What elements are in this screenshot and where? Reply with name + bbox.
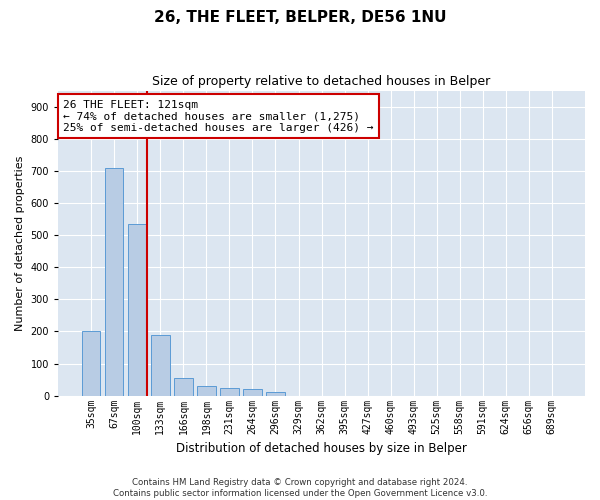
Bar bbox=[174, 378, 193, 396]
Bar bbox=[105, 168, 124, 396]
Y-axis label: Number of detached properties: Number of detached properties bbox=[15, 156, 25, 331]
Bar bbox=[266, 392, 284, 396]
Title: Size of property relative to detached houses in Belper: Size of property relative to detached ho… bbox=[152, 75, 491, 88]
Text: Contains HM Land Registry data © Crown copyright and database right 2024.
Contai: Contains HM Land Registry data © Crown c… bbox=[113, 478, 487, 498]
Text: 26, THE FLEET, BELPER, DE56 1NU: 26, THE FLEET, BELPER, DE56 1NU bbox=[154, 10, 446, 25]
Bar bbox=[151, 334, 170, 396]
Bar bbox=[128, 224, 146, 396]
Text: 26 THE FLEET: 121sqm
← 74% of detached houses are smaller (1,275)
25% of semi-de: 26 THE FLEET: 121sqm ← 74% of detached h… bbox=[64, 100, 374, 133]
Bar bbox=[220, 388, 239, 396]
Bar bbox=[243, 389, 262, 396]
X-axis label: Distribution of detached houses by size in Belper: Distribution of detached houses by size … bbox=[176, 442, 467, 455]
Bar bbox=[197, 386, 215, 396]
Bar bbox=[82, 332, 100, 396]
